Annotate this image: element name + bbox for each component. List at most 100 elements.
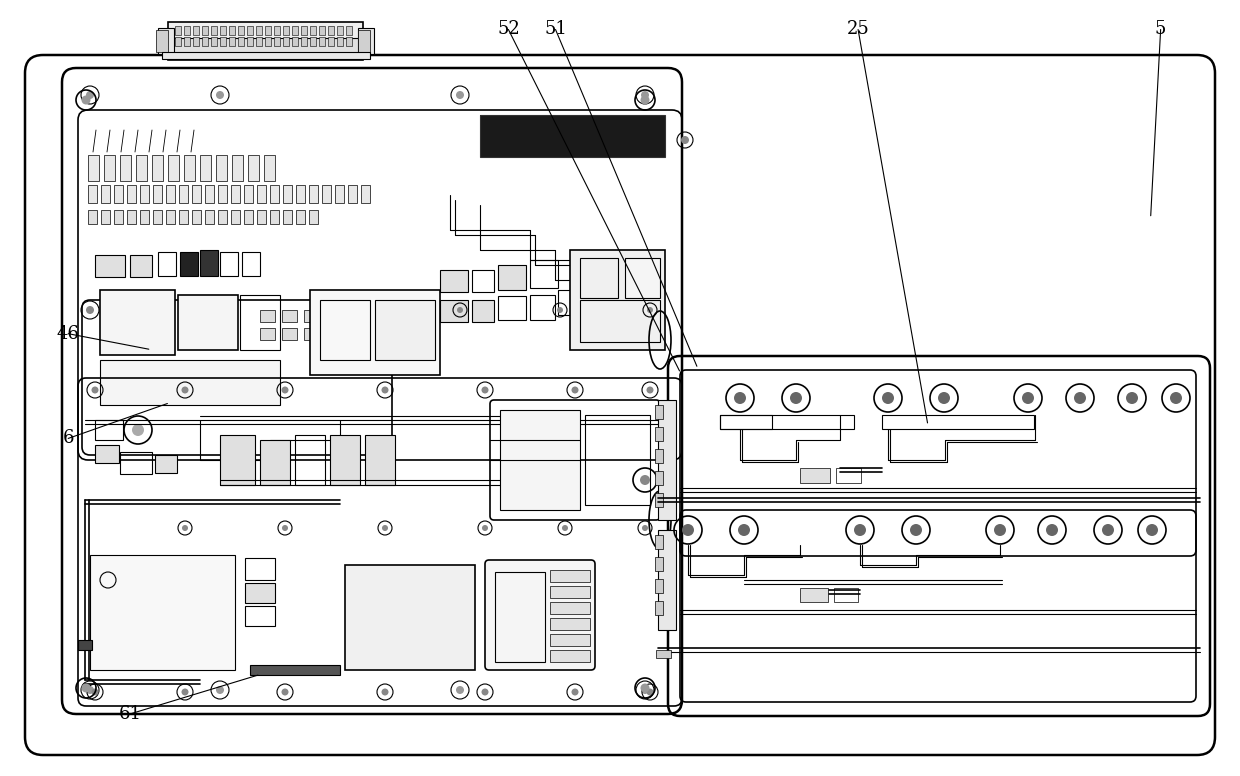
Bar	[126, 210, 136, 224]
Circle shape	[1126, 392, 1138, 404]
Bar	[260, 310, 275, 322]
Circle shape	[216, 686, 224, 694]
Bar	[472, 300, 494, 322]
Bar	[882, 415, 1034, 429]
Circle shape	[182, 525, 188, 531]
Bar	[100, 210, 110, 224]
Text: 52: 52	[497, 20, 520, 39]
Bar	[91, 555, 236, 670]
Text: 61: 61	[119, 705, 141, 723]
Bar	[205, 185, 215, 203]
Bar	[720, 415, 773, 429]
Circle shape	[937, 392, 950, 404]
Circle shape	[994, 524, 1006, 536]
Circle shape	[646, 688, 653, 695]
FancyBboxPatch shape	[485, 560, 595, 670]
Bar	[655, 579, 663, 593]
Bar	[655, 601, 663, 615]
Bar	[155, 455, 177, 473]
Bar	[126, 185, 136, 203]
Bar	[337, 26, 343, 35]
Bar	[625, 258, 660, 298]
Bar	[529, 295, 556, 320]
Bar	[551, 602, 590, 614]
Bar	[167, 22, 363, 60]
Bar	[309, 185, 317, 203]
Bar	[114, 210, 123, 224]
Bar	[167, 38, 363, 56]
Circle shape	[682, 524, 694, 536]
Bar	[310, 290, 440, 375]
Bar	[88, 185, 97, 203]
Bar	[265, 37, 272, 46]
Bar	[238, 26, 244, 35]
Bar	[219, 37, 226, 46]
Circle shape	[854, 524, 866, 536]
Bar	[365, 435, 396, 485]
Bar	[480, 115, 665, 157]
Circle shape	[641, 95, 650, 105]
Bar	[264, 155, 275, 181]
Bar	[440, 270, 467, 292]
Circle shape	[382, 525, 388, 531]
Bar	[246, 558, 275, 580]
Bar	[104, 155, 115, 181]
Bar	[580, 300, 660, 342]
Bar	[184, 155, 195, 181]
Bar	[238, 37, 244, 46]
Bar	[529, 260, 558, 288]
Circle shape	[738, 524, 750, 536]
Text: 46: 46	[57, 324, 79, 343]
Bar	[283, 26, 289, 35]
Bar	[319, 26, 325, 35]
Bar	[358, 30, 370, 52]
Bar	[167, 155, 179, 181]
Circle shape	[1146, 524, 1158, 536]
Bar	[157, 252, 176, 276]
Bar	[179, 210, 188, 224]
Bar	[495, 572, 546, 662]
Bar	[120, 452, 153, 474]
Bar	[229, 26, 236, 35]
Bar	[95, 445, 119, 463]
Bar	[551, 634, 590, 646]
Bar	[291, 26, 298, 35]
Bar	[498, 296, 526, 320]
Circle shape	[641, 91, 649, 99]
Circle shape	[131, 424, 144, 436]
Bar	[304, 310, 319, 322]
Circle shape	[181, 688, 188, 695]
Circle shape	[86, 686, 94, 694]
Bar	[337, 37, 343, 46]
Circle shape	[382, 386, 388, 393]
Circle shape	[181, 386, 188, 393]
Circle shape	[1171, 392, 1182, 404]
Bar	[95, 420, 123, 440]
Bar	[218, 185, 227, 203]
Bar	[655, 557, 663, 571]
Circle shape	[790, 392, 802, 404]
Bar	[244, 210, 253, 224]
Circle shape	[92, 386, 98, 393]
Bar	[291, 37, 298, 46]
Bar	[78, 640, 92, 650]
Bar	[655, 405, 663, 419]
Bar	[580, 258, 618, 298]
Text: 5: 5	[1154, 20, 1167, 39]
Bar	[585, 415, 650, 505]
Bar	[231, 210, 241, 224]
Bar	[440, 300, 467, 322]
Bar	[319, 37, 325, 46]
Circle shape	[382, 688, 388, 695]
Bar	[551, 618, 590, 630]
Bar	[244, 185, 253, 203]
Circle shape	[647, 307, 653, 313]
Bar	[179, 185, 188, 203]
Bar	[179, 295, 238, 350]
Bar	[274, 37, 280, 46]
Bar	[720, 415, 854, 429]
Bar	[260, 328, 275, 340]
Circle shape	[281, 525, 288, 531]
Bar	[219, 252, 238, 276]
Bar	[358, 28, 374, 54]
